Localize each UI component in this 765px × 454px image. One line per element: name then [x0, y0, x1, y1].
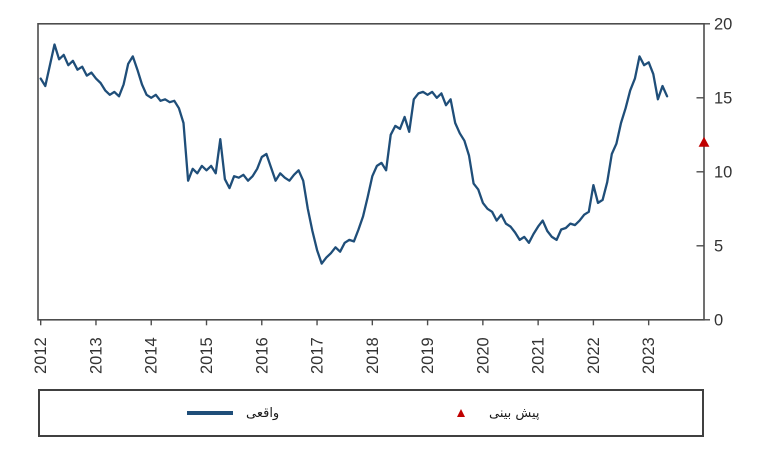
x-axis-label: 2023 [640, 337, 658, 374]
actual-line-swatch-icon [187, 411, 233, 415]
x-axis-label: 2017 [309, 337, 327, 374]
x-axis-label: 2022 [585, 337, 603, 374]
y-axis-label: 0 [714, 311, 723, 329]
y-axis-label: 20 [714, 15, 732, 33]
x-axis-label: 2021 [530, 337, 548, 374]
legend-item-forecast: پیش بینی [457, 391, 540, 435]
x-axis-label: 2012 [32, 337, 50, 374]
y-axis-label: 15 [714, 89, 732, 107]
y-axis-label: 5 [714, 237, 723, 255]
x-axis-label: 2014 [143, 337, 161, 374]
x-axis-label: 2020 [474, 337, 492, 374]
actual-series-line [39, 43, 669, 265]
forecast-marker [698, 136, 710, 147]
x-axis-label: 2015 [198, 337, 216, 374]
legend-item-actual: واقعی [187, 391, 279, 435]
legend-label-actual: واقعی [246, 405, 280, 421]
chart-plot-area: 2012 2013 2014 2015 2016 2017 2018 2019 2020 2021… [32, 15, 732, 374]
x-axis-label: 2016 [253, 337, 271, 374]
y-axis-label: 10 [714, 163, 732, 181]
x-axis-label: 2019 [419, 337, 437, 374]
x-axis-label: 2013 [87, 337, 105, 374]
x-axis-label: 2018 [364, 337, 382, 374]
forecast-triangle-swatch-icon [457, 409, 465, 417]
legend-label-forecast: پیش بینی [489, 405, 540, 421]
legend: واقعی پیش بینی [38, 389, 704, 437]
